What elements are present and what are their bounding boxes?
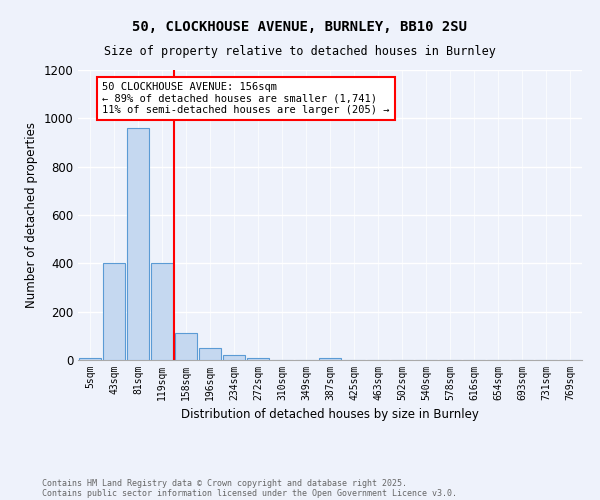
Bar: [199, 348, 221, 360]
Bar: [127, 128, 149, 360]
Bar: [151, 264, 173, 360]
Text: Size of property relative to detached houses in Burnley: Size of property relative to detached ho…: [104, 45, 496, 58]
Text: 50, CLOCKHOUSE AVENUE, BURNLEY, BB10 2SU: 50, CLOCKHOUSE AVENUE, BURNLEY, BB10 2SU: [133, 20, 467, 34]
Bar: [319, 358, 341, 360]
Text: 50 CLOCKHOUSE AVENUE: 156sqm
← 89% of detached houses are smaller (1,741)
11% of: 50 CLOCKHOUSE AVENUE: 156sqm ← 89% of de…: [102, 82, 389, 116]
Bar: [103, 264, 125, 360]
Bar: [223, 355, 245, 360]
Text: Contains public sector information licensed under the Open Government Licence v3: Contains public sector information licen…: [42, 488, 457, 498]
Y-axis label: Number of detached properties: Number of detached properties: [25, 122, 38, 308]
X-axis label: Distribution of detached houses by size in Burnley: Distribution of detached houses by size …: [181, 408, 479, 422]
Bar: [175, 334, 197, 360]
Bar: [247, 358, 269, 360]
Text: Contains HM Land Registry data © Crown copyright and database right 2025.: Contains HM Land Registry data © Crown c…: [42, 478, 407, 488]
Bar: [79, 358, 101, 360]
